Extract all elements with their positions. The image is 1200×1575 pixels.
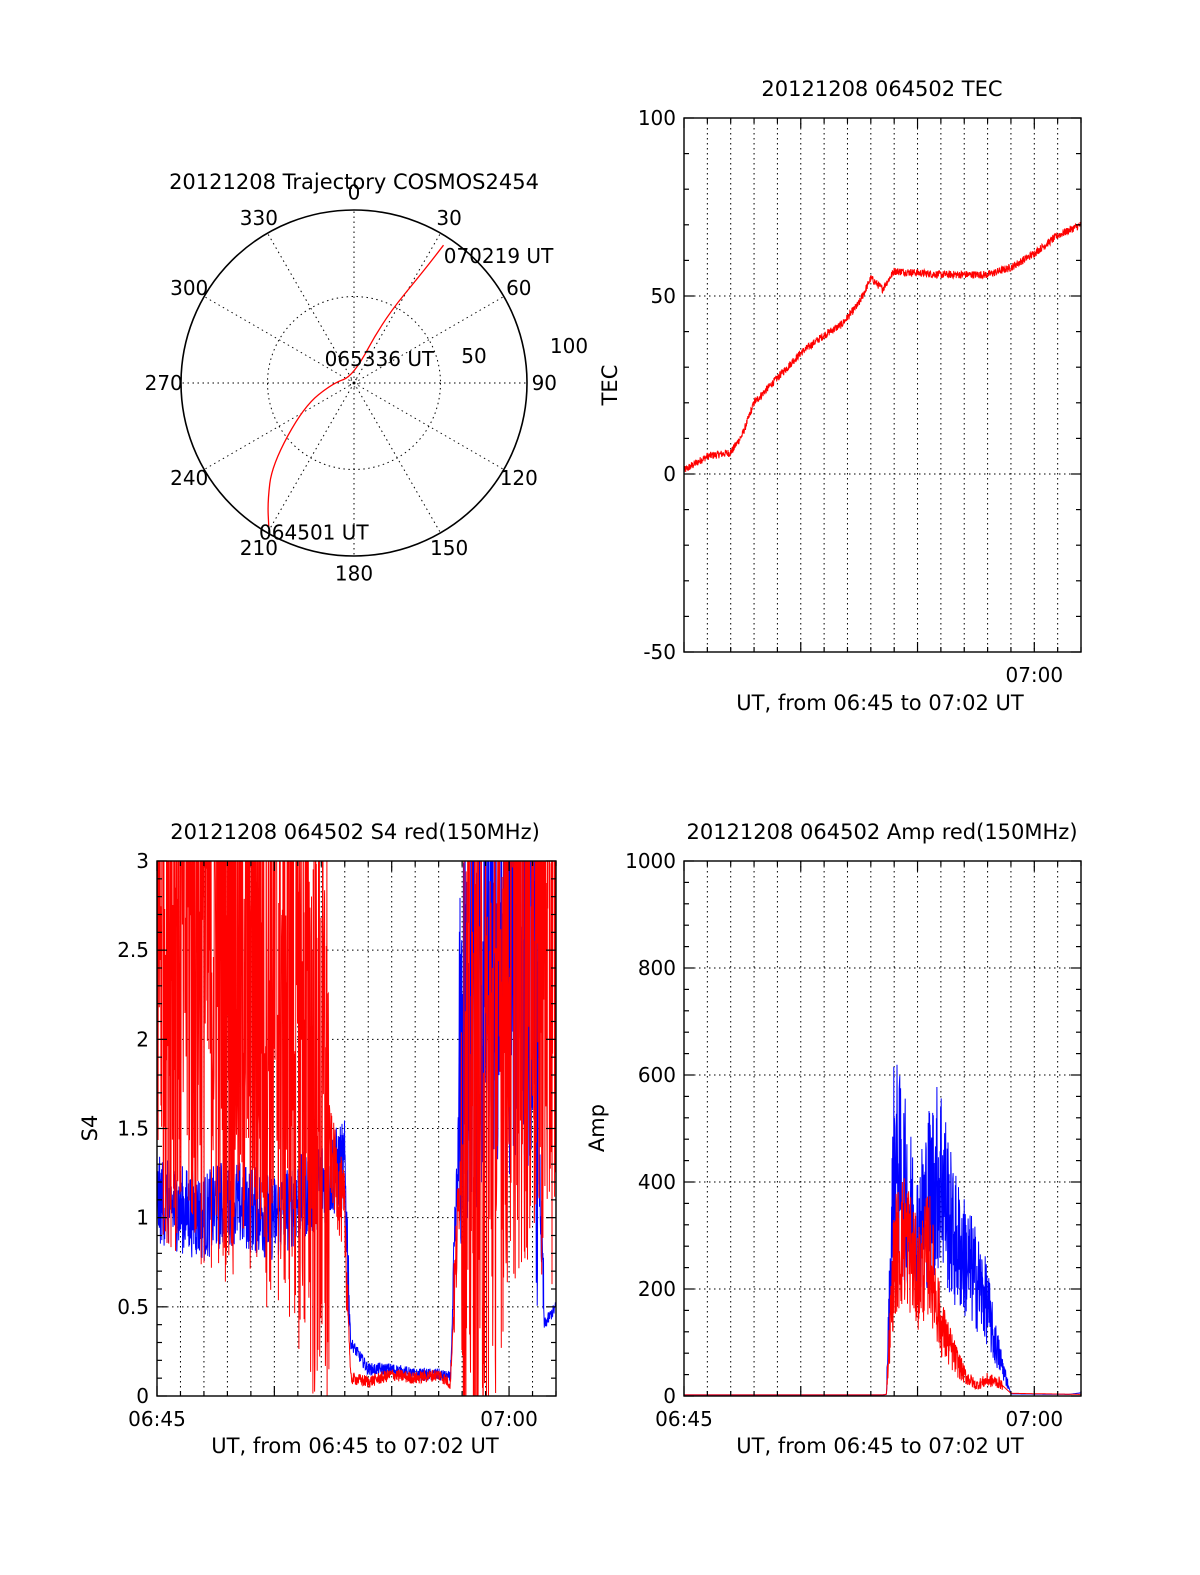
trajectory-line (267, 244, 445, 528)
amp-plot-area: 0 200 400 600 800 1000 06:45 07:00 (625, 849, 1082, 1431)
amp-ylabel: Amp (585, 1104, 609, 1152)
trajectory-annotation-2: 064501 UT (259, 521, 369, 545)
polar-center-ring (349, 378, 359, 388)
p-amp-series-red (684, 1178, 1081, 1396)
polar-spoke-300 (203, 296, 355, 384)
tec-xlabel: UT, from 06:45 to 07:02 UT (736, 691, 1024, 715)
p-tec-ytick-label: 0 (663, 462, 676, 486)
p-amp-xtick-label: 07:00 (1005, 1407, 1063, 1431)
azimuth-label-270: 270 (145, 371, 183, 395)
p-tec-frame (683, 117, 1082, 653)
p-s4-xtick-label: 06:45 (128, 1407, 186, 1431)
s4-title: 20121208 064502 S4 red(150MHz) (170, 820, 540, 844)
p-tec-xtick-label: 07:00 (1005, 663, 1063, 687)
p-tec-series-red (684, 221, 1081, 473)
s4-xlabel: UT, from 06:45 to 07:02 UT (211, 1434, 499, 1458)
p-amp-ytick-label: 1000 (625, 849, 676, 873)
p-amp-series (684, 1064, 1081, 1396)
azimuth-label-330: 330 (240, 206, 278, 230)
p-tec-ytick-label: -50 (643, 640, 676, 664)
polar-spoke-120 (353, 382, 505, 470)
p-s4-ytick-label: 3 (136, 849, 149, 873)
azimuth-label-90: 90 (532, 371, 557, 395)
azimuth-label-180: 180 (335, 561, 373, 585)
radial-label-100: 100 (550, 334, 588, 358)
p-s4-ytick-label: 1 (136, 1206, 149, 1230)
azimuth-label-120: 120 (500, 466, 538, 490)
p-amp-ytick-label: 0 (663, 1384, 676, 1408)
p-tec-series (684, 221, 1081, 473)
s4-plot-area: 0 0.5 1 1.5 2 2.5 3 06:45 07:00 (117, 849, 557, 1431)
tec-plot-area: -50 0 50 100 07:00 (638, 106, 1082, 687)
p-amp-frame (683, 860, 1082, 1397)
trajectory-annotation-1: 065336 UT (325, 347, 435, 371)
polar-spoke-60 (353, 296, 505, 384)
trajectory-track (267, 244, 445, 528)
p-amp-ytick-label: 600 (638, 1063, 676, 1087)
p-amp-xtick-label: 06:45 (655, 1407, 713, 1431)
polar-grid (180, 209, 528, 557)
polar-outer-circle (180, 209, 528, 557)
p-amp-ytick-label: 800 (638, 956, 676, 980)
tec-title: 20121208 064502 TEC (761, 77, 1002, 101)
polar-spoke-240 (203, 382, 355, 470)
radial-label-50: 50 (461, 344, 486, 368)
azimuth-label-240: 240 (170, 466, 208, 490)
azimuth-label-60: 60 (506, 276, 531, 300)
polar-spoke-210 (267, 382, 355, 534)
p-amp-ytick-label: 400 (638, 1170, 676, 1194)
p-amp-ytick-label: 200 (638, 1277, 676, 1301)
amp-title: 20121208 064502 Amp red(150MHz) (686, 820, 1077, 844)
azimuth-label-0: 0 (348, 181, 361, 205)
amp-xlabel: UT, from 06:45 to 07:02 UT (736, 1434, 1024, 1458)
polar-labels: 0 30 60 90 120 150 180 210 240 270 300 330 50 100 (145, 181, 588, 586)
p-amp-series-blue (684, 1064, 1081, 1396)
p-s4-ytick-label: 0 (136, 1384, 149, 1408)
polar-spoke-330 (267, 232, 355, 384)
polar-spoke-30 (353, 232, 441, 384)
azimuth-label-300: 300 (170, 276, 208, 300)
azimuth-label-30: 30 (436, 206, 461, 230)
trajectory-title: 20121208 Trajectory COSMOS2454 (169, 170, 539, 194)
azimuth-label-150: 150 (430, 536, 468, 560)
p-tec-ytick-label: 50 (651, 284, 676, 308)
p-s4-ytick-label: 1.5 (117, 1117, 149, 1141)
p-s4-xtick-label: 07:00 (480, 1407, 538, 1431)
trajectory-annotation-0: 070219 UT (444, 244, 554, 268)
tec-panel: 20121208 064502 TEC UT, from 06:45 to 07… (598, 77, 1082, 715)
p-tec-ytick-label: 100 (638, 106, 676, 130)
p-s4-ytick-label: 2.5 (117, 938, 149, 962)
p-s4-ytick-label: 0.5 (117, 1295, 149, 1319)
trajectory-annotations: 070219 UT 065336 UT 064501 UT (259, 244, 554, 544)
s4-ylabel: S4 (78, 1115, 102, 1142)
amp-panel: 20121208 064502 Amp red(150MHz) UT, from… (585, 820, 1082, 1458)
p-s4-series (157, 861, 556, 1396)
p-s4-ytick-label: 2 (136, 1027, 149, 1051)
s4-panel: 20121208 064502 S4 red(150MHz) UT, from … (78, 820, 557, 1458)
azimuth-label-210: 210 (240, 536, 278, 560)
polar-spoke-150 (353, 382, 441, 534)
tec-ylabel: TEC (598, 365, 622, 407)
p-s4-series-red (157, 861, 556, 1396)
trajectory-panel: 20121208 Trajectory COSMOS2454 0 30 60 90 12… (145, 170, 588, 585)
